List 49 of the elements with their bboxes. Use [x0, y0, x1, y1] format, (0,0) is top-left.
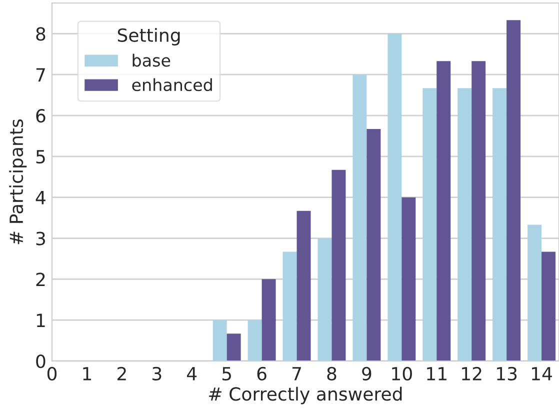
y-tick-label: 7 — [36, 68, 45, 82]
y-tick-label: 6 — [36, 108, 46, 123]
bar — [212, 320, 227, 361]
bar — [402, 197, 416, 361]
x-tick-label: 5 — [222, 367, 231, 381]
x-tick-label: 12 — [462, 366, 482, 380]
bar — [528, 224, 542, 361]
bar — [506, 20, 521, 361]
y-axis-title: # Participants — [9, 119, 27, 244]
x-tick-label: 10 — [392, 366, 412, 381]
x-tick-label: 0 — [47, 366, 57, 381]
legend-label: base — [132, 54, 170, 67]
y-tick-label: 3 — [36, 232, 45, 246]
x-tick-label: 4 — [187, 367, 197, 380]
x-tick-label: 1 — [83, 367, 92, 380]
y-tick-label: 2 — [36, 272, 45, 286]
y-tick-label: 0 — [36, 354, 46, 368]
bar — [226, 334, 241, 361]
legend-label: enhanced — [132, 78, 212, 92]
bar — [262, 279, 276, 361]
y-tick-label: 8 — [36, 27, 46, 41]
bar — [492, 88, 507, 361]
bar — [248, 320, 262, 361]
bar — [436, 61, 451, 361]
y-tick-label: 1 — [36, 314, 45, 327]
bar — [542, 252, 556, 361]
x-tick-label: 2 — [118, 366, 126, 380]
x-axis-title: # Correctly answered — [209, 386, 402, 404]
bar — [282, 252, 297, 361]
x-tick-label: 9 — [362, 366, 372, 381]
bar — [366, 129, 381, 361]
y-tick-label: 4 — [36, 191, 46, 204]
x-tick-label: 13 — [497, 366, 517, 381]
bar — [422, 88, 437, 361]
bar — [458, 88, 472, 361]
x-tick-label: 11 — [427, 367, 446, 380]
x-tick-label: 3 — [152, 366, 162, 381]
x-tick-label: 14 — [532, 367, 552, 380]
bar — [332, 170, 346, 361]
legend-title: Setting — [118, 28, 180, 46]
x-tick-label: 6 — [257, 366, 266, 381]
bar — [472, 61, 486, 361]
x-tick-label: 7 — [292, 367, 301, 380]
y-tick-label: 5 — [36, 150, 45, 164]
bar — [388, 34, 402, 361]
bar — [318, 238, 332, 361]
x-tick-label: 8 — [327, 366, 336, 381]
bar — [296, 210, 311, 361]
bar — [352, 74, 367, 361]
